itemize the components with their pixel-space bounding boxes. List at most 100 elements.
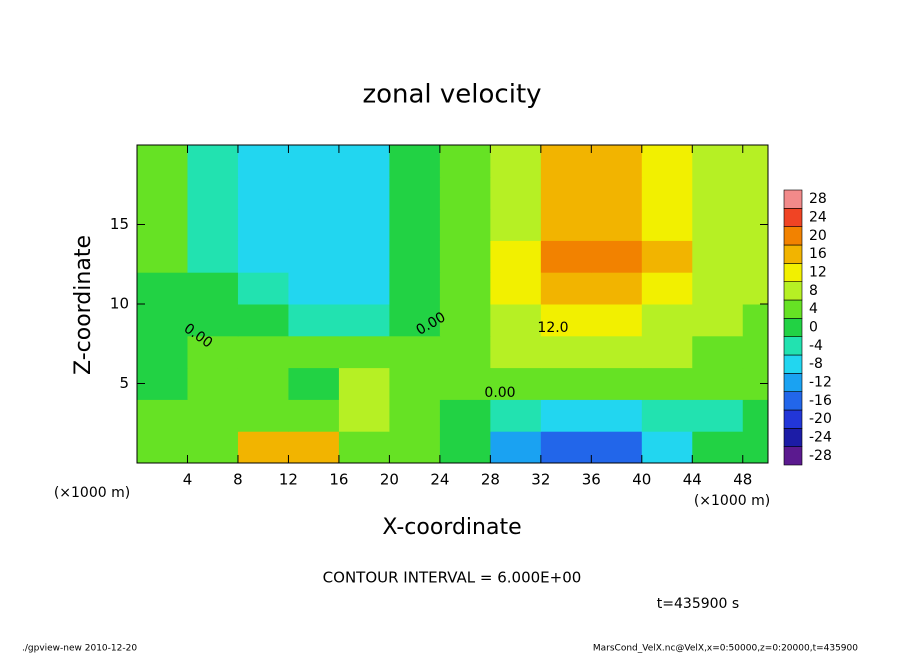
colorbar-tick-label: -4 <box>809 338 823 354</box>
contour-cell <box>540 208 592 241</box>
colorbar-tick-label: -16 <box>809 393 832 409</box>
contour-cell <box>641 272 693 305</box>
x-tick-label: 20 <box>380 471 399 489</box>
contour-cell <box>389 208 441 241</box>
contour-cell <box>591 335 643 369</box>
contour-cell <box>641 176 693 210</box>
x-tick-label: 4 <box>183 471 193 489</box>
contour-cell <box>591 304 643 337</box>
contour-cell <box>338 335 390 369</box>
contour-cell <box>439 399 491 432</box>
contour-cell <box>439 272 491 305</box>
contour-cell <box>288 208 340 241</box>
footer-left: ./gpview-new 2010-12-20 <box>22 644 137 654</box>
contour-cell <box>288 304 340 337</box>
contour-cell <box>641 240 693 273</box>
colorbar-box <box>783 208 803 227</box>
contour-cell <box>137 431 188 464</box>
contour-cell <box>439 304 491 337</box>
contour-cell <box>288 240 340 273</box>
x-tick-label: 28 <box>481 471 500 489</box>
contour-cell <box>439 208 491 241</box>
contour-cell <box>490 399 542 432</box>
contour-cell <box>641 304 693 337</box>
colorbar-box <box>783 336 803 356</box>
contour-cell <box>692 367 744 400</box>
contour-cell <box>692 240 744 273</box>
contour-cell <box>742 335 769 369</box>
contour-cell <box>591 240 643 273</box>
colorbar-box <box>783 391 803 411</box>
contour-cell <box>540 240 592 273</box>
colorbar-tick-label: -20 <box>809 411 832 427</box>
contour-cell <box>692 145 744 178</box>
x-tick-label: 8 <box>233 471 243 489</box>
contour-cell <box>237 272 289 305</box>
contour-cell <box>692 431 744 464</box>
contour-cell <box>641 335 693 369</box>
contour-cell <box>137 367 188 400</box>
contour-cell <box>439 335 491 369</box>
colorbar-box <box>783 244 803 264</box>
contour-cell <box>490 431 542 464</box>
contour-cell <box>540 367 592 400</box>
contour-cell <box>389 335 441 369</box>
colorbar-box <box>783 299 803 319</box>
contour-cell <box>490 304 542 337</box>
contour-cell <box>439 240 491 273</box>
contour-cell <box>338 176 390 210</box>
contour-cell <box>591 431 643 464</box>
contour-cell <box>338 399 390 432</box>
contour-cell <box>641 208 693 241</box>
y-tick-label: 15 <box>110 215 129 233</box>
contour-cell <box>540 399 592 432</box>
contour-cell <box>591 176 643 210</box>
contour-cell <box>338 431 390 464</box>
contour-cell <box>540 304 592 337</box>
time-label: t=435900 s <box>657 596 739 612</box>
contour-cell <box>237 208 289 241</box>
contour-cell <box>692 208 744 241</box>
contour-cell <box>742 240 769 273</box>
colorbar-tick-label: 12 <box>809 265 827 281</box>
contour-cell <box>490 335 542 369</box>
contour-cell <box>237 240 289 273</box>
x-tick-label: 36 <box>582 471 601 489</box>
x-tick-label: 16 <box>329 471 348 489</box>
contour-cell <box>490 208 542 241</box>
colorbar-tick-label: 8 <box>809 283 818 299</box>
x-tick-label: 24 <box>430 471 449 489</box>
footer-right: MarsCond_VelX.nc@VelX,x=0:50000,z=0:2000… <box>593 644 858 654</box>
colorbar-box <box>783 281 803 301</box>
x-tick-label: 40 <box>632 471 651 489</box>
contour-cell <box>237 399 289 432</box>
colorbar-box <box>783 263 803 282</box>
contour-cell <box>490 240 542 273</box>
contour-cell <box>288 176 340 210</box>
x-unit-label: (×1000 m) <box>54 485 130 501</box>
contour-cell <box>742 272 769 305</box>
contour-cell <box>439 145 491 178</box>
contour-cell <box>288 431 340 464</box>
colorbar-box <box>783 428 803 447</box>
contour-cell <box>641 431 693 464</box>
x-tick-label: 48 <box>733 471 752 489</box>
x-unit-label: (×1000 m) <box>694 493 770 509</box>
contour-cell <box>338 208 390 241</box>
contour-cell <box>237 145 289 178</box>
colorbar-box <box>783 226 803 246</box>
contour-cell <box>237 304 289 337</box>
contour-label: 0.00 <box>484 385 515 401</box>
colorbar-tick-label: 20 <box>809 228 827 244</box>
colorbar-tick-label: -8 <box>809 356 823 372</box>
contour-cell <box>439 367 491 400</box>
x-axis-label: X-coordinate <box>382 515 521 540</box>
contour-interval: CONTOUR INTERVAL = 6.000E+00 <box>323 569 582 587</box>
contour-cell <box>490 176 542 210</box>
contour-label: 12.0 <box>537 320 568 336</box>
colorbar-tick-label: 16 <box>809 246 827 262</box>
contour-cell <box>490 145 542 178</box>
contour-cell <box>137 145 188 178</box>
contour-cell <box>540 335 592 369</box>
